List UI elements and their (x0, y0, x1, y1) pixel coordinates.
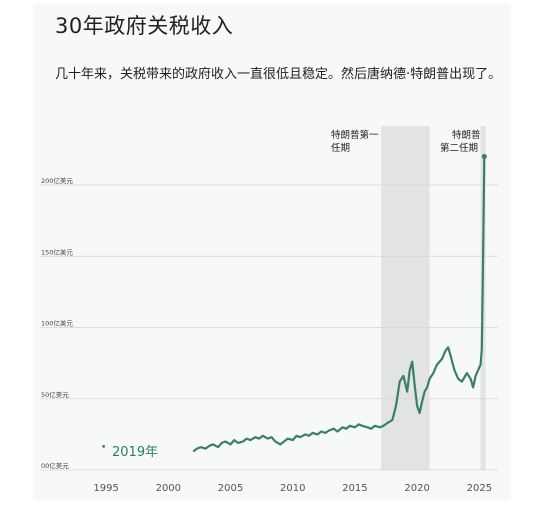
shaded-periods (381, 126, 486, 470)
marker-label: 2019年 (112, 445, 158, 460)
series-lines (192, 153, 487, 453)
series-line-0 (192, 156, 486, 453)
period-annotation: 任期 (331, 142, 350, 154)
series-end-point (481, 153, 487, 160)
chart-subtitle: 几十年来，关税带来的政府收入一直很低且稳定。然后唐纳德·特朗普出现了。 (55, 67, 502, 82)
y-tick-label: 50亿美元 (41, 390, 69, 399)
chart-title: 30年政府关税收入 (55, 14, 234, 38)
marker-dot (102, 444, 106, 448)
x-tick-label: 2020 (404, 483, 429, 494)
period-annotation: 第二任期 (440, 142, 478, 154)
x-axis-ticks: 1995 2000 2005 2010 2015 2020 2025 (93, 483, 492, 494)
y-tick-label: 00亿美元 (41, 461, 69, 470)
shaded-period-0 (381, 126, 430, 470)
period-annotation: 特朗普第一 (331, 129, 379, 141)
x-tick-label: 2000 (156, 483, 181, 494)
y-tick-label: 150亿美元 (41, 247, 73, 256)
period-annotation: 特朗普 (452, 129, 481, 141)
gridlines (40, 184, 498, 471)
y-axis-ticks: 00亿美元 50亿美元 100亿美元 150亿美元 200亿美元 (41, 176, 73, 470)
y-tick-label: 100亿美元 (41, 319, 73, 328)
x-tick-label: 2005 (218, 483, 243, 494)
marker-group: 2019年 (102, 444, 158, 460)
x-tick-label: 2025 (467, 483, 492, 494)
chart-card (33, 4, 511, 500)
x-tick-label: 2010 (280, 483, 305, 494)
y-tick-label: 200亿美元 (41, 176, 73, 185)
x-tick-label: 2015 (342, 483, 367, 494)
x-tick-label: 1995 (93, 483, 118, 494)
